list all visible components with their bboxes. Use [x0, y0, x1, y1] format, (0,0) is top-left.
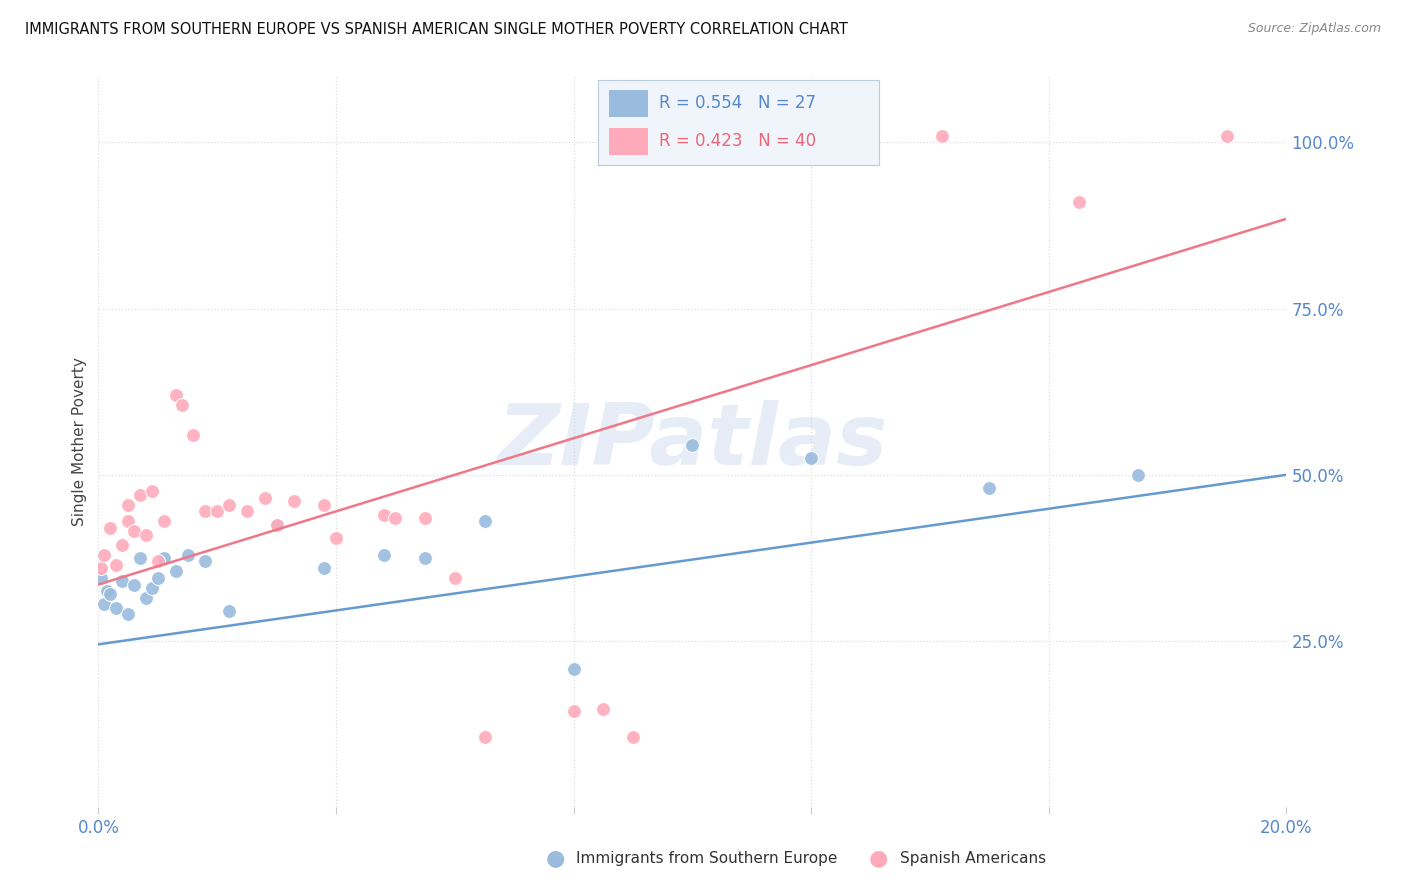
Bar — [609, 128, 648, 155]
Point — [562, 662, 585, 676]
Point — [129, 488, 152, 502]
Point — [90, 561, 112, 575]
Point — [165, 388, 187, 402]
Point — [194, 554, 217, 568]
Point — [96, 584, 118, 599]
Point — [111, 574, 134, 589]
Point — [314, 561, 336, 575]
Text: R = 0.423   N = 40: R = 0.423 N = 40 — [659, 132, 817, 150]
Point — [283, 494, 305, 508]
Text: IMMIGRANTS FROM SOUTHERN EUROPE VS SPANISH AMERICAN SINGLE MOTHER POVERTY CORREL: IMMIGRANTS FROM SOUTHERN EUROPE VS SPANI… — [25, 22, 848, 37]
Point — [183, 428, 205, 442]
Point — [165, 564, 187, 578]
Text: Immigrants from Southern Europe: Immigrants from Southern Europe — [576, 851, 838, 865]
Point — [325, 531, 347, 545]
Point — [373, 508, 395, 522]
Point — [218, 604, 240, 618]
Point — [800, 451, 823, 466]
Point — [117, 514, 139, 528]
Point — [207, 504, 229, 518]
Point — [129, 550, 152, 565]
Point — [105, 600, 128, 615]
Point — [141, 581, 163, 595]
Point — [413, 511, 436, 525]
Point — [218, 498, 240, 512]
Point — [1067, 195, 1090, 210]
Point — [90, 571, 112, 585]
Point — [314, 498, 336, 512]
Point — [266, 517, 288, 532]
Point — [592, 702, 614, 716]
Point — [117, 498, 139, 512]
Point — [266, 517, 288, 532]
Point — [443, 571, 465, 585]
Point — [979, 481, 1001, 495]
Point — [98, 521, 121, 535]
Point — [146, 554, 169, 568]
Point — [93, 548, 115, 562]
Point — [176, 548, 198, 562]
Point — [253, 491, 276, 505]
Point — [135, 527, 157, 541]
Point — [146, 571, 169, 585]
Text: ZIPatlas: ZIPatlas — [498, 400, 887, 483]
Point — [105, 558, 128, 572]
Point — [135, 591, 157, 605]
Point — [98, 587, 121, 601]
Point — [931, 128, 953, 143]
Text: Spanish Americans: Spanish Americans — [900, 851, 1046, 865]
Point — [413, 550, 436, 565]
Point — [682, 438, 704, 452]
Point — [1216, 128, 1239, 143]
Point — [741, 128, 763, 143]
Point — [236, 504, 259, 518]
Point — [117, 607, 139, 622]
Point — [373, 548, 395, 562]
Point — [562, 704, 585, 718]
Point — [384, 511, 406, 525]
Text: R = 0.554   N = 27: R = 0.554 N = 27 — [659, 95, 817, 112]
Point — [141, 484, 163, 499]
Point — [170, 398, 193, 412]
Point — [194, 504, 217, 518]
Point — [474, 514, 496, 528]
Point — [93, 598, 115, 612]
Point — [621, 730, 644, 744]
Y-axis label: Single Mother Poverty: Single Mother Poverty — [72, 357, 87, 526]
Point — [111, 538, 134, 552]
Point — [122, 524, 145, 539]
Point — [651, 128, 673, 143]
Point — [152, 550, 174, 565]
Point — [830, 128, 852, 143]
Text: ●: ● — [546, 848, 565, 868]
Text: Source: ZipAtlas.com: Source: ZipAtlas.com — [1247, 22, 1381, 36]
Point — [122, 577, 145, 591]
Point — [1126, 467, 1149, 482]
Point — [474, 731, 496, 745]
Point — [152, 514, 174, 528]
Text: ●: ● — [869, 848, 889, 868]
Bar — [609, 89, 648, 117]
Point — [682, 128, 704, 143]
